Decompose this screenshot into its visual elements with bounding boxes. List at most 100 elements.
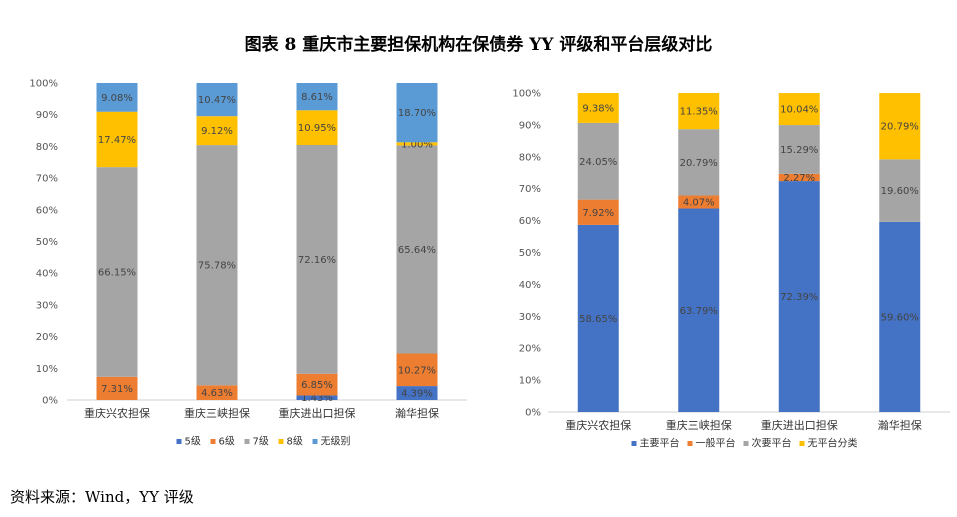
bar-segment xyxy=(678,93,720,130)
y-tick-label: 90% xyxy=(36,110,58,121)
y-tick-label: 60% xyxy=(36,205,58,216)
bar-segment xyxy=(196,145,238,386)
bar-segment xyxy=(196,385,238,400)
legend-swatch xyxy=(278,439,284,444)
bar-segment xyxy=(778,173,820,182)
data-label: 4.63% xyxy=(201,388,233,399)
bar-segment xyxy=(577,224,619,412)
y-tick-label: 50% xyxy=(519,248,541,259)
legend-label: 6级 xyxy=(219,436,235,448)
legend-label: 次要平台 xyxy=(752,437,792,450)
y-tick-label: 90% xyxy=(519,120,541,131)
data-label: 10.47% xyxy=(198,95,236,106)
data-label: 18.70% xyxy=(398,108,436,119)
y-tick-label: 50% xyxy=(36,237,58,248)
data-label: 10.27% xyxy=(398,365,436,376)
legend-swatch xyxy=(176,439,182,444)
legend-swatch xyxy=(799,441,805,446)
y-tick-label: 0% xyxy=(42,396,58,407)
bar-segment xyxy=(879,159,921,222)
x-tick-label: 重庆三峡担保 xyxy=(666,418,732,432)
y-tick-label: 80% xyxy=(519,152,541,163)
bar-segment xyxy=(396,83,438,143)
bar-segment xyxy=(678,129,720,196)
data-label: 72.39% xyxy=(780,292,818,303)
data-label: 17.47% xyxy=(98,135,136,146)
y-tick-label: 20% xyxy=(36,332,58,343)
bar-segment xyxy=(96,82,138,112)
y-tick-label: 70% xyxy=(519,184,541,195)
y-tick-label: 100% xyxy=(29,79,58,90)
legend-label: 一般平台 xyxy=(696,437,736,450)
legend-swatch xyxy=(210,439,216,444)
bar-segment xyxy=(96,167,138,377)
bar-segment xyxy=(678,195,720,209)
legend-swatch xyxy=(631,441,637,446)
data-label: 75.78% xyxy=(198,261,236,272)
x-tick-label: 重庆进出口担保 xyxy=(761,418,838,432)
legend-label: 5级 xyxy=(185,436,201,448)
y-tick-label: 40% xyxy=(519,280,541,291)
y-tick-label: 70% xyxy=(36,174,58,185)
data-label: 66.15% xyxy=(98,267,136,278)
bar-segment xyxy=(778,125,820,174)
data-label: 6.85% xyxy=(301,380,333,391)
bar-segment xyxy=(678,208,720,412)
legend-label: 主要平台 xyxy=(640,437,680,450)
bar-segment xyxy=(396,142,438,146)
data-label: 58.65% xyxy=(579,314,617,325)
bar-segment xyxy=(778,93,820,126)
data-label: 15.29% xyxy=(780,145,818,156)
x-tick-label: 重庆进出口担保 xyxy=(279,406,356,420)
x-tick-label: 瀚华担保 xyxy=(878,418,922,432)
bar-segment xyxy=(196,83,238,117)
bar-segment xyxy=(577,122,619,200)
bar-segment xyxy=(396,145,438,354)
bar-segment xyxy=(96,111,138,168)
y-tick-label: 0% xyxy=(525,408,541,419)
data-label: 8.61% xyxy=(301,92,333,103)
bar-segment xyxy=(577,93,619,123)
data-label: 7.92% xyxy=(582,208,614,219)
bar-segment xyxy=(296,83,338,111)
data-label: 63.79% xyxy=(680,306,718,317)
data-label: 1.43% xyxy=(301,393,333,404)
legend-label: 8级 xyxy=(287,436,303,448)
y-tick-label: 40% xyxy=(36,269,58,280)
y-tick-label: 100% xyxy=(512,89,541,100)
data-label: 72.16% xyxy=(298,255,336,266)
data-label: 4.07% xyxy=(683,198,715,209)
bar-segment xyxy=(296,373,338,396)
bar-segment xyxy=(296,395,338,400)
legend-swatch xyxy=(244,439,250,444)
data-label: 20.79% xyxy=(680,158,718,169)
x-tick-label: 重庆兴农担保 xyxy=(565,418,631,432)
legend-label: 无级别 xyxy=(321,436,351,448)
y-tick-label: 20% xyxy=(519,344,541,355)
bar-segment xyxy=(396,386,438,400)
y-tick-label: 80% xyxy=(36,142,58,153)
data-label: 10.04% xyxy=(780,105,818,116)
page-title: 图表 8 重庆市主要担保机构在保债券 YY 评级和平台层级对比 xyxy=(244,35,713,55)
bar-segment xyxy=(577,199,619,225)
legend-label: 无平台分类 xyxy=(808,437,858,450)
x-tick-label: 重庆兴农担保 xyxy=(84,406,150,420)
data-label: 9.08% xyxy=(101,93,133,104)
data-label: 65.64% xyxy=(398,245,436,256)
data-label: 9.38% xyxy=(582,103,614,114)
data-label: 4.39% xyxy=(401,389,433,400)
data-label: 59.60% xyxy=(881,312,919,323)
legend-swatch xyxy=(312,439,318,444)
bar-segment xyxy=(296,145,338,374)
y-tick-label: 10% xyxy=(519,376,541,387)
y-tick-label: 60% xyxy=(519,216,541,227)
x-tick-label: 瀚华担保 xyxy=(395,406,439,420)
y-tick-label: 10% xyxy=(36,364,58,375)
data-label: 19.60% xyxy=(881,186,919,197)
bar-segment xyxy=(196,116,238,146)
bar-segment xyxy=(879,93,921,160)
y-tick-label: 30% xyxy=(36,300,58,311)
data-label: 24.05% xyxy=(579,157,617,168)
source-note: 资料来源：Wind，YY 评级 xyxy=(10,488,194,506)
